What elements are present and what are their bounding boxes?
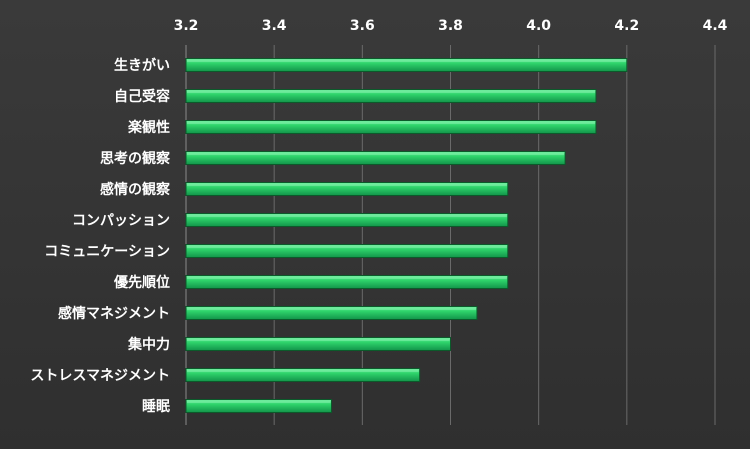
category-label: 睡眠 — [142, 399, 170, 415]
category-label: コンパッション — [72, 213, 170, 229]
bar-highlight — [187, 60, 626, 62]
category-label: コミュニケーション — [44, 244, 170, 260]
x-tick-label: 4.0 — [526, 18, 551, 34]
x-tick-label: 3.6 — [350, 18, 375, 34]
bar-highlight — [187, 370, 419, 372]
x-tick-label: 3.8 — [438, 18, 463, 34]
bars — [185, 58, 628, 413]
category-label: 集中力 — [127, 336, 170, 353]
category-label: 感情マネジメント — [58, 305, 170, 322]
bar-highlight — [187, 91, 595, 93]
category-label: 自己受容 — [114, 88, 170, 105]
category-label: 感情の観察 — [100, 181, 171, 198]
category-label: ストレスマネジメント — [30, 368, 170, 384]
x-axis-ticks: 3.2 3.4 3.6 3.8 4.0 4.2 4.4 — [174, 18, 728, 34]
x-tick-label: 4.2 — [614, 18, 639, 34]
bar-highlight — [187, 246, 507, 248]
bar-highlight — [187, 153, 565, 155]
bar-highlight — [187, 308, 476, 310]
bar-highlight — [187, 215, 507, 217]
category-labels: 生きがい自己受容楽観性思考の観察感情の観察コンパッションコミュニケーション優先順… — [30, 57, 171, 415]
category-label: 楽観性 — [127, 119, 170, 136]
bar-highlight — [187, 339, 450, 341]
x-tick-label: 3.2 — [174, 18, 199, 34]
bar-highlight — [187, 122, 595, 124]
bar-highlight — [187, 277, 507, 279]
category-label: 優先順位 — [113, 274, 170, 291]
x-tick-label: 3.4 — [262, 18, 287, 34]
category-label: 思考の観察 — [100, 150, 171, 167]
category-label: 生きがい — [114, 57, 170, 74]
bar-highlight — [187, 401, 331, 403]
bar-highlight — [187, 184, 507, 186]
x-tick-label: 4.4 — [703, 18, 728, 34]
grid-lines — [185, 45, 716, 425]
